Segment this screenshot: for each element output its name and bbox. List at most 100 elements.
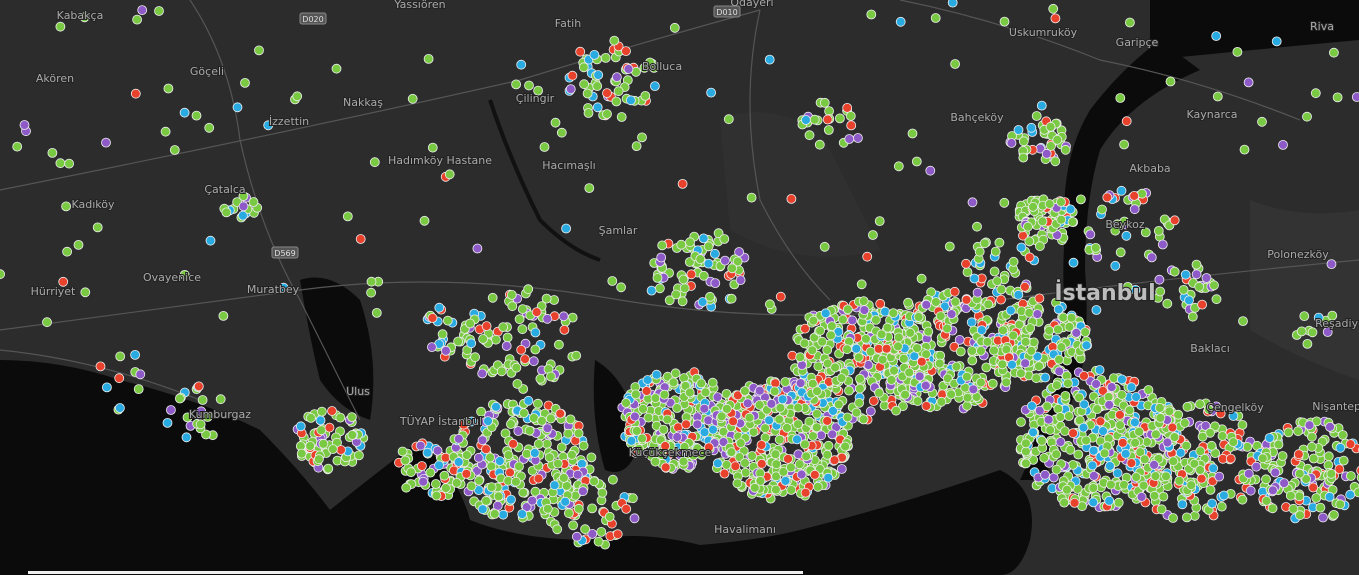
place-label: Ovayenice — [143, 271, 201, 284]
point — [528, 356, 539, 367]
point — [679, 442, 690, 452]
point — [478, 334, 489, 344]
point — [913, 312, 924, 322]
point — [1261, 474, 1271, 485]
point — [710, 248, 720, 259]
point — [437, 329, 448, 340]
point — [531, 307, 542, 318]
point — [847, 315, 858, 326]
point — [215, 394, 226, 405]
point — [972, 221, 982, 232]
point — [517, 304, 528, 315]
point — [602, 88, 612, 98]
point — [1104, 399, 1115, 410]
point — [1088, 497, 1099, 508]
point — [521, 448, 532, 459]
point — [795, 378, 806, 389]
point — [660, 441, 671, 451]
point — [1322, 327, 1333, 337]
point — [191, 110, 202, 121]
point — [1081, 435, 1091, 446]
point — [1053, 403, 1064, 414]
point — [999, 16, 1010, 27]
point — [703, 258, 714, 269]
point — [1334, 464, 1345, 475]
point — [650, 81, 660, 91]
point — [541, 293, 552, 304]
point — [440, 483, 451, 494]
point — [232, 102, 243, 113]
point — [1034, 361, 1044, 372]
point — [882, 322, 893, 333]
point — [1106, 382, 1117, 393]
point — [481, 444, 491, 455]
point — [533, 439, 544, 449]
point — [1181, 440, 1192, 451]
place-label: Beykoz — [1105, 218, 1145, 231]
point — [486, 482, 497, 493]
point — [842, 304, 853, 315]
point — [907, 128, 918, 139]
point — [856, 279, 867, 290]
point — [951, 361, 962, 372]
point — [1053, 324, 1063, 335]
road-label: D569 — [274, 249, 295, 258]
point — [434, 460, 444, 471]
point — [1121, 116, 1132, 127]
point — [684, 387, 695, 398]
point — [137, 5, 148, 16]
point — [1053, 304, 1064, 315]
point — [1308, 482, 1319, 493]
point — [1197, 299, 1207, 310]
point — [533, 473, 544, 484]
point — [746, 192, 757, 203]
point — [764, 54, 775, 65]
point — [453, 457, 464, 467]
point — [1007, 359, 1017, 370]
place-label: Kabakça — [57, 9, 104, 22]
point — [218, 310, 229, 321]
point — [770, 449, 781, 460]
point — [1307, 327, 1318, 338]
point — [893, 161, 904, 172]
point — [1008, 256, 1019, 267]
point — [1031, 373, 1042, 384]
place-label: Polonezköy — [1267, 248, 1329, 261]
point — [1178, 284, 1189, 295]
point — [558, 472, 569, 483]
point — [866, 9, 877, 20]
point — [162, 417, 173, 428]
point — [1122, 281, 1133, 292]
point — [453, 433, 464, 444]
point — [1208, 463, 1219, 474]
point — [47, 147, 58, 158]
point — [656, 252, 667, 263]
point — [996, 294, 1006, 305]
point — [1068, 459, 1078, 470]
point — [801, 451, 812, 462]
place-label: Bolluca — [642, 60, 682, 73]
point — [874, 387, 884, 398]
point — [587, 503, 597, 514]
point — [1121, 230, 1132, 241]
point — [727, 263, 738, 274]
point — [1182, 401, 1193, 412]
point — [950, 59, 960, 69]
point — [1129, 190, 1140, 201]
point — [1293, 426, 1303, 437]
point — [1065, 204, 1076, 215]
point — [983, 299, 994, 310]
point — [1245, 485, 1256, 496]
point — [1089, 470, 1099, 481]
point — [527, 495, 538, 506]
point — [1169, 432, 1180, 443]
point — [1097, 204, 1107, 215]
point — [616, 282, 626, 293]
point — [1149, 490, 1160, 501]
point — [592, 102, 603, 113]
point — [1071, 327, 1082, 338]
point — [1051, 380, 1062, 391]
sea — [0, 360, 1032, 575]
point — [516, 344, 527, 355]
point — [868, 230, 878, 240]
